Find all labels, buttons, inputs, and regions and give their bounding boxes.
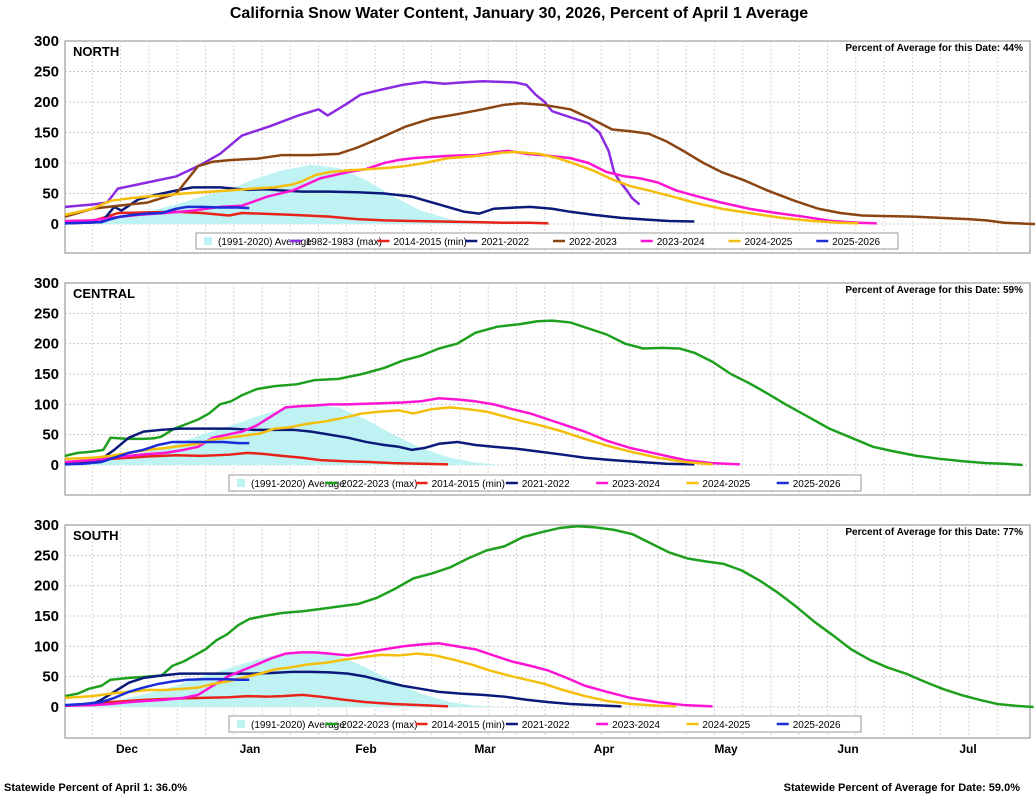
series-line-2025-2026 [64,677,250,707]
legend-entry-1991-2020-average: (1991-2020) Average [218,237,312,248]
series-line-2025-2026 [64,205,250,225]
legend-entry-2025-2026: 2025-2026 [793,479,841,490]
footer-right: Statewide Percent of Average for Date: 5… [784,782,1021,794]
month-label-may: May [714,742,738,756]
y-tick-label: 250 [34,547,59,564]
series-line-2024-2025 [64,652,677,708]
y-tick-label: 300 [34,33,59,50]
y-tick-label: 0 [51,216,59,233]
series-line-2021-2022 [64,670,622,708]
legend-entry-2023-2024: 2023-2024 [612,479,660,490]
y-tick-label: 200 [34,94,59,111]
month-label-dec: Dec [116,742,138,756]
y-tick-label: 50 [42,427,59,444]
y-tick-label: 100 [34,155,59,172]
legend-entry-2024-2025: 2024-2025 [702,479,750,490]
y-tick-label: 100 [34,638,59,655]
legend-swatch-1991-2020-average [237,720,245,728]
percent-of-average-label: Percent of Average for this Date: 77% [845,527,1023,538]
y-tick-label: 100 [34,396,59,413]
series-area-1991-2020-average [65,404,503,465]
series-area-1991-2020-average [65,651,503,707]
legend-entry-2021-2022: 2021-2022 [522,720,570,731]
legend-entry-2022-2023-max: 2022-2023 (max) [341,720,417,731]
month-label-feb: Feb [355,742,376,756]
legend-box [228,715,862,733]
legend-entry-2024-2025: 2024-2025 [702,720,750,731]
series-line-2023-2024 [64,642,713,708]
series-line-2025-2026 [64,440,250,466]
region-label: NORTH [73,44,119,59]
panel-north: 0 50 100 150 200 250 300 NORTH Percent of Averag… [34,33,1035,254]
y-tick-label: 200 [34,578,59,595]
region-label: SOUTH [73,528,119,543]
legend-entry-1982-1983-max: 1982-1983 (max) [306,237,382,248]
month-label-jun: Jun [837,742,858,756]
series-line-2022-2023-max [64,524,1034,709]
y-tick-label: 300 [34,275,59,292]
y-tick-label: 250 [34,305,59,322]
legend-entry-2023-2024: 2023-2024 [612,720,660,731]
legend-entry-2025-2026: 2025-2026 [832,237,880,248]
month-label-mar: Mar [474,742,496,756]
y-tick-label: 300 [34,517,59,534]
month-label-jul: Jul [959,742,976,756]
legend-entry-2024-2025: 2024-2025 [745,237,793,248]
series-line-2014-2015-min [64,693,449,708]
legend-swatch-1991-2020-average [237,479,245,487]
series-line-2014-2015-min [64,451,449,466]
legend-entry-2014-2015-min: 2014-2015 (min) [432,720,505,731]
legend-entry-2022-2023-max: 2022-2023 (max) [341,479,417,490]
legend-box [228,474,862,492]
chart-panels: 0 50 100 150 200 250 300 NORTH Percent of Averag… [34,33,1035,756]
series-line-2022-2023 [64,101,1035,226]
series-line-2021-2022 [64,427,695,466]
legend-entry-2025-2026: 2025-2026 [793,720,841,731]
y-tick-label: 200 [34,336,59,353]
legend-entry-2023-2024: 2023-2024 [657,237,705,248]
legend-entry-2021-2022: 2021-2022 [481,237,529,248]
series-line-2024-2025 [64,406,713,466]
legend-entry-2014-2015-min: 2014-2015 (min) [394,237,467,248]
panel-central: 0 50 100 150 200 250 300 CENTRAL Percent of Aver… [34,275,1031,496]
y-tick-label: 150 [34,125,59,142]
legend-box [195,232,899,250]
region-label: CENTRAL [73,286,135,301]
y-tick-label: 250 [34,64,59,81]
series-line-2024-2025 [64,150,859,225]
percent-of-average-label: Percent of Average for this Date: 44% [845,43,1023,54]
legend-entry-1991-2020-average: (1991-2020) Average [251,479,345,490]
y-tick-label: 0 [51,457,59,474]
panel-south: 0 50 100 150 200 250 300 SOUTH Percent of Averag… [34,517,1034,739]
legend-entry-2022-2023: 2022-2023 [569,237,617,248]
legend-entry-1991-2020-average: (1991-2020) Average [251,720,345,731]
series-line-2021-2022 [64,186,695,225]
legend-entry-2021-2022: 2021-2022 [522,479,570,490]
y-tick-label: 150 [34,608,59,625]
series-line-2023-2024 [64,397,741,466]
y-tick-label: 50 [42,186,59,203]
legend-entry-2014-2015-min: 2014-2015 (min) [432,479,505,490]
y-tick-label: 50 [42,669,59,686]
y-tick-label: 0 [51,699,59,716]
y-tick-label: 150 [34,366,59,383]
month-label-apr: Apr [594,742,615,756]
footer-left: Statewide Percent of April 1: 36.0% [4,782,187,794]
percent-of-average-label: Percent of Average for this Date: 59% [845,285,1023,296]
legend-swatch-1991-2020-average [204,237,212,245]
series-line-2014-2015-min [64,210,549,225]
chart-title: California Snow Water Content, January 3… [230,5,808,22]
month-label-jan: Jan [240,742,261,756]
